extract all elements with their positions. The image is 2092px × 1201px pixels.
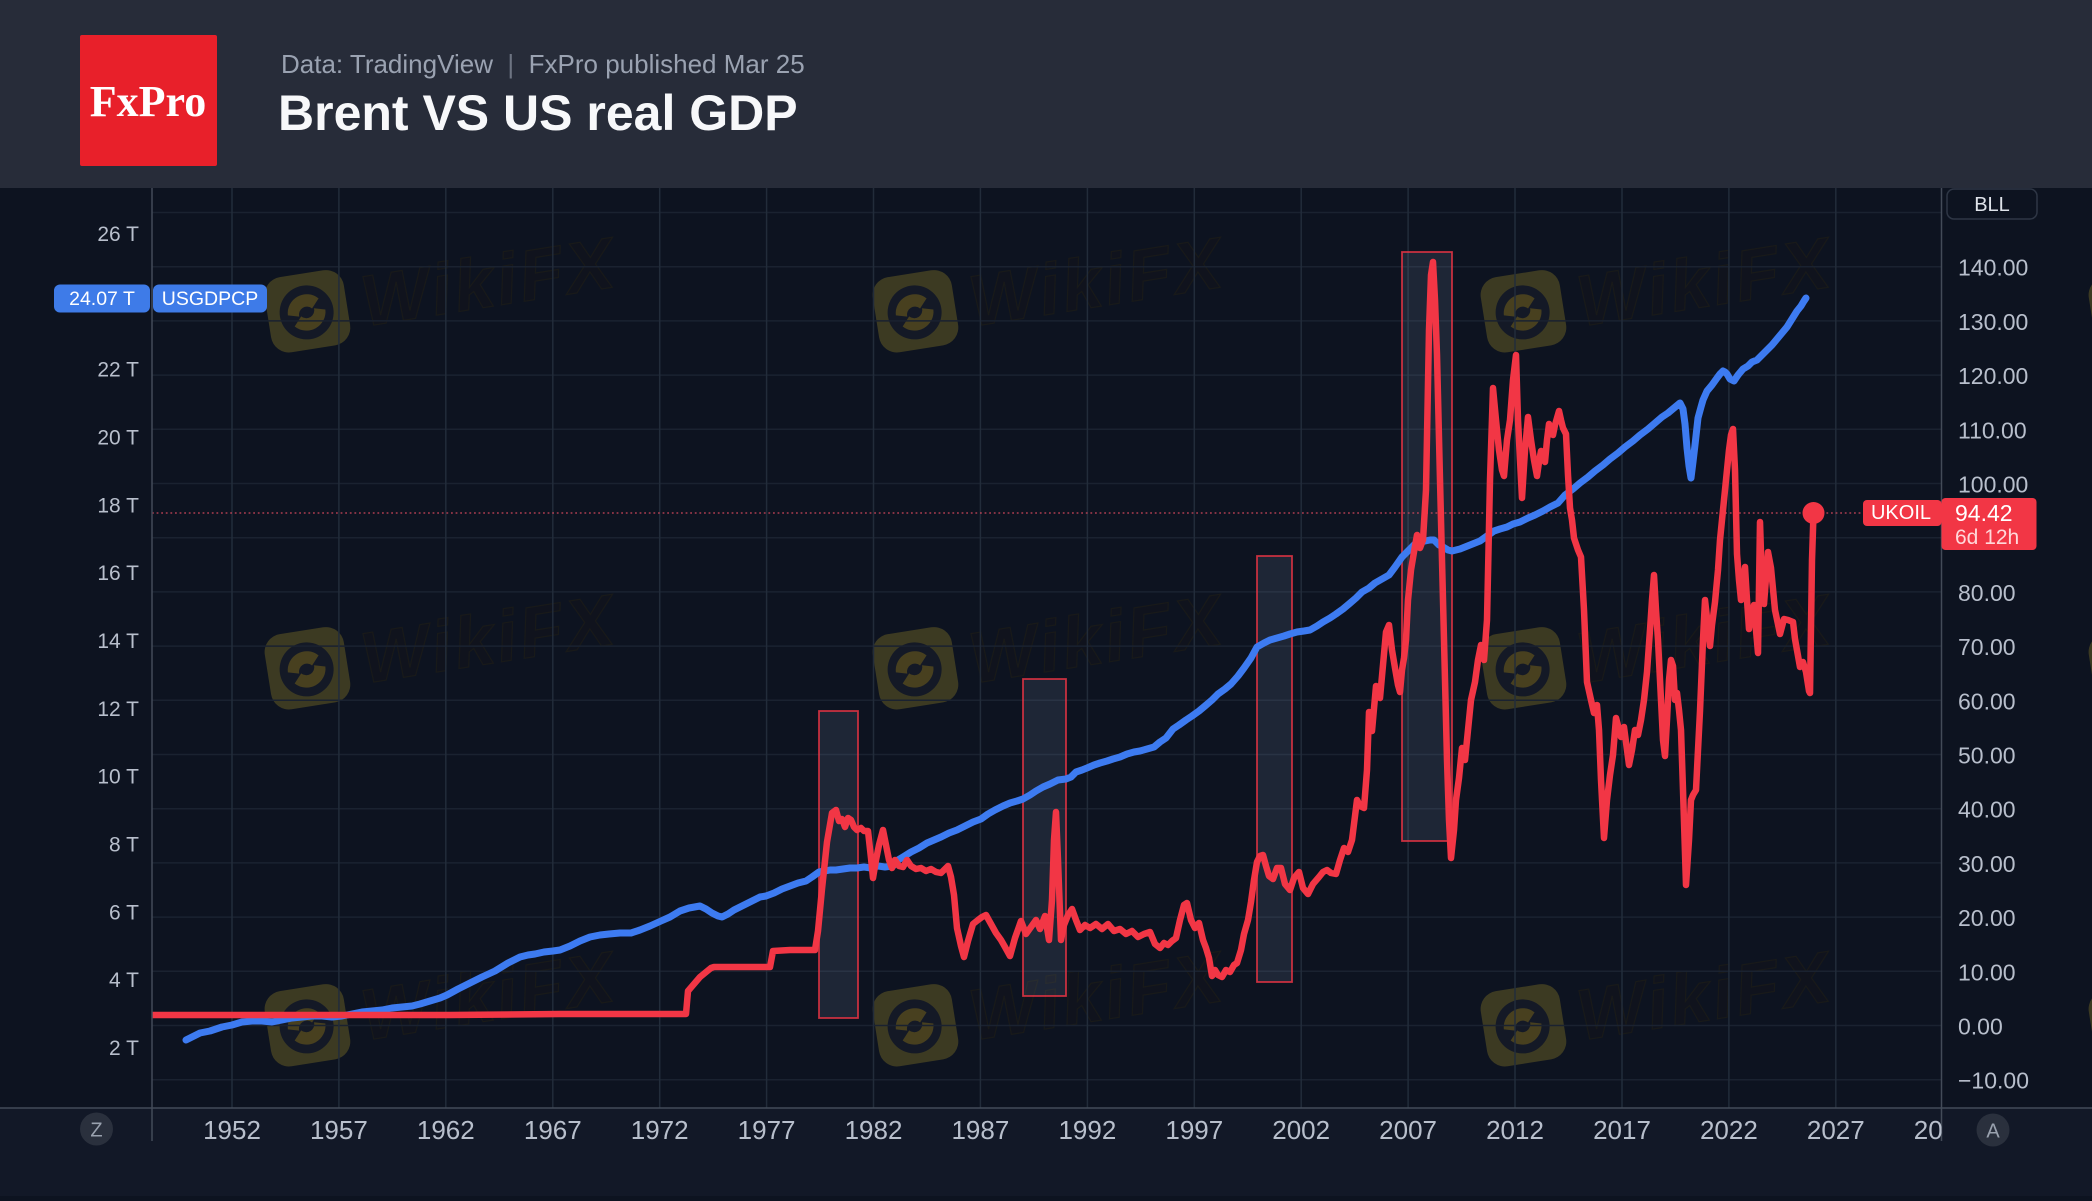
svg-text:Brent VS US real GDP: Brent VS US real GDP <box>278 85 798 141</box>
svg-text:Data: TradingView | FxPro pu: Data: TradingView | FxPro published Mar … <box>281 49 805 79</box>
svg-text:2 T: 2 T <box>109 1037 139 1060</box>
svg-text:2027: 2027 <box>1807 1115 1865 1145</box>
svg-text:16 T: 16 T <box>97 562 139 585</box>
svg-text:2032: 2032 <box>1914 1115 1972 1145</box>
svg-text:110.00: 110.00 <box>1958 417 2027 443</box>
svg-text:12 T: 12 T <box>97 698 139 721</box>
svg-text:22 T: 22 T <box>97 359 139 382</box>
svg-text:130.00: 130.00 <box>1958 309 2028 335</box>
svg-text:60.00: 60.00 <box>1958 688 2016 714</box>
svg-text:8 T: 8 T <box>109 834 139 857</box>
svg-text:140.00: 140.00 <box>1958 255 2028 281</box>
svg-text:30.00: 30.00 <box>1958 851 2016 877</box>
svg-text:2002: 2002 <box>1272 1115 1330 1145</box>
svg-text:1997: 1997 <box>1165 1115 1223 1145</box>
svg-text:1957: 1957 <box>310 1115 368 1145</box>
svg-text:18 T: 18 T <box>97 494 139 517</box>
svg-text:100.00: 100.00 <box>1958 472 2028 498</box>
svg-text:1992: 1992 <box>1058 1115 1116 1145</box>
svg-text:10 T: 10 T <box>97 766 139 789</box>
svg-text:14 T: 14 T <box>97 630 139 653</box>
svg-text:10.00: 10.00 <box>1958 959 2016 985</box>
svg-text:24.07 T: 24.07 T <box>69 288 135 310</box>
svg-text:6d 12h: 6d 12h <box>1955 526 2019 549</box>
svg-text:Z: Z <box>90 1120 102 1142</box>
svg-text:1967: 1967 <box>524 1115 582 1145</box>
svg-text:BLL: BLL <box>1974 194 2010 216</box>
svg-text:A: A <box>1986 1121 2000 1143</box>
svg-text:26 T: 26 T <box>97 223 139 246</box>
svg-text:1987: 1987 <box>951 1115 1009 1145</box>
svg-text:2007: 2007 <box>1379 1115 1437 1145</box>
svg-text:70.00: 70.00 <box>1958 634 2016 660</box>
svg-text:120.00: 120.00 <box>1958 363 2028 389</box>
svg-text:1972: 1972 <box>631 1115 689 1145</box>
svg-text:USGDPCP: USGDPCP <box>162 288 258 310</box>
svg-text:40.00: 40.00 <box>1958 797 2016 823</box>
svg-text:20 T: 20 T <box>97 427 139 450</box>
svg-text:80.00: 80.00 <box>1958 580 2016 606</box>
svg-text:94.42: 94.42 <box>1955 500 2013 526</box>
svg-text:20.00: 20.00 <box>1958 905 2016 931</box>
svg-text:1977: 1977 <box>738 1115 796 1145</box>
svg-text:1962: 1962 <box>417 1115 475 1145</box>
svg-text:2012: 2012 <box>1486 1115 1544 1145</box>
svg-text:2022: 2022 <box>1700 1115 1758 1145</box>
svg-text:UKOIL: UKOIL <box>1871 502 1931 524</box>
svg-text:1982: 1982 <box>845 1115 903 1145</box>
svg-text:FxPro: FxPro <box>90 77 207 126</box>
svg-text:−10.00: −10.00 <box>1958 1068 2029 1094</box>
svg-text:50.00: 50.00 <box>1958 743 2016 769</box>
svg-text:6 T: 6 T <box>109 901 139 924</box>
svg-text:0.00: 0.00 <box>1958 1014 2003 1040</box>
svg-text:1952: 1952 <box>203 1115 261 1145</box>
svg-text:2017: 2017 <box>1593 1115 1651 1145</box>
svg-text:4 T: 4 T <box>109 969 139 992</box>
